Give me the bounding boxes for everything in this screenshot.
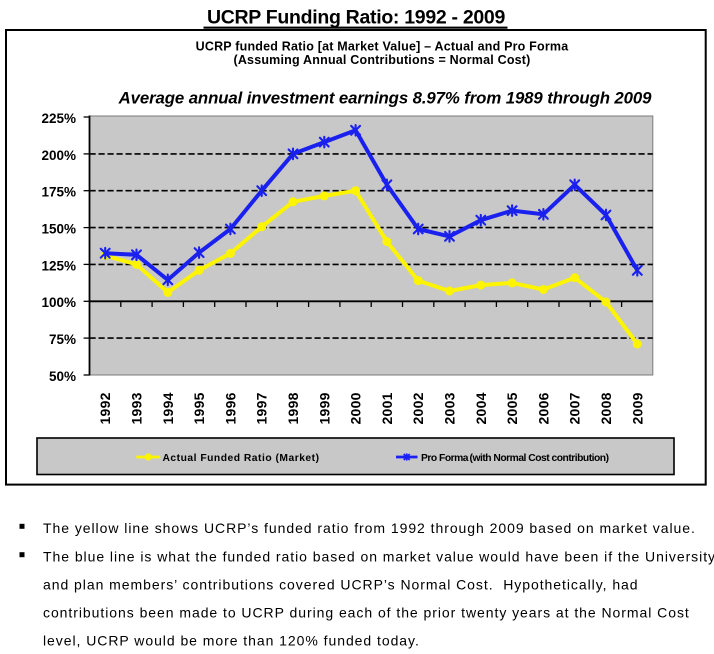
svg-text:1997: 1997 bbox=[254, 392, 270, 424]
svg-text:175%: 175% bbox=[41, 185, 76, 200]
svg-text:The blue line is what the fund: The blue line is what the funded ratio b… bbox=[43, 548, 714, 564]
svg-text:50%: 50% bbox=[49, 369, 76, 384]
svg-text:1993: 1993 bbox=[129, 392, 145, 424]
svg-text:2008: 2008 bbox=[598, 392, 614, 424]
svg-text:2000: 2000 bbox=[348, 392, 364, 424]
svg-text:2006: 2006 bbox=[535, 392, 551, 424]
svg-text:2009: 2009 bbox=[629, 392, 645, 424]
svg-text:2005: 2005 bbox=[504, 392, 520, 424]
svg-text:contributions been made to UCR: contributions been made to UCRP during e… bbox=[43, 604, 690, 620]
svg-text:Average annual investment earn: Average annual investment earnings 8.97%… bbox=[118, 89, 653, 108]
svg-text:1999: 1999 bbox=[316, 392, 332, 424]
svg-text:2002: 2002 bbox=[410, 392, 426, 424]
svg-text:(Assuming Annual Contributions: (Assuming Annual Contributions = Normal … bbox=[233, 53, 530, 67]
svg-text:125%: 125% bbox=[41, 258, 76, 273]
svg-text:1992: 1992 bbox=[97, 392, 113, 424]
svg-text:200%: 200% bbox=[41, 148, 76, 163]
svg-text:and plan members’ contribution: and plan members’ contributions covered … bbox=[43, 576, 639, 592]
svg-text:1995: 1995 bbox=[191, 392, 207, 424]
svg-text:The yellow line shows UCRP’s f: The yellow line shows UCRP’s funded rati… bbox=[43, 520, 696, 536]
svg-text:1994: 1994 bbox=[160, 392, 176, 424]
svg-text:2007: 2007 bbox=[567, 392, 583, 424]
svg-text:150%: 150% bbox=[41, 222, 76, 237]
svg-text:2004: 2004 bbox=[473, 392, 489, 424]
svg-text:level, UCRP would be more than: level, UCRP would be more than 120% fund… bbox=[43, 632, 420, 648]
svg-text:UCRP Funding Ratio: 1992 - 200: UCRP Funding Ratio: 1992 - 2009 bbox=[207, 7, 506, 29]
svg-text:100%: 100% bbox=[41, 295, 76, 310]
svg-text:1996: 1996 bbox=[222, 392, 238, 424]
svg-text:UCRP funded Ratio [at Market V: UCRP funded Ratio [at Market Value] – Ac… bbox=[196, 40, 570, 54]
svg-text:1998: 1998 bbox=[285, 392, 301, 424]
svg-text:2001: 2001 bbox=[379, 392, 395, 424]
svg-text:Pro Forma (with Normal Cost co: Pro Forma (with Normal Cost contribution… bbox=[421, 453, 609, 464]
svg-text:225%: 225% bbox=[41, 111, 76, 126]
svg-text:Actual Funded Ratio (Market): Actual Funded Ratio (Market) bbox=[163, 453, 320, 464]
svg-text:75%: 75% bbox=[49, 332, 76, 347]
svg-text:2003: 2003 bbox=[442, 392, 458, 424]
